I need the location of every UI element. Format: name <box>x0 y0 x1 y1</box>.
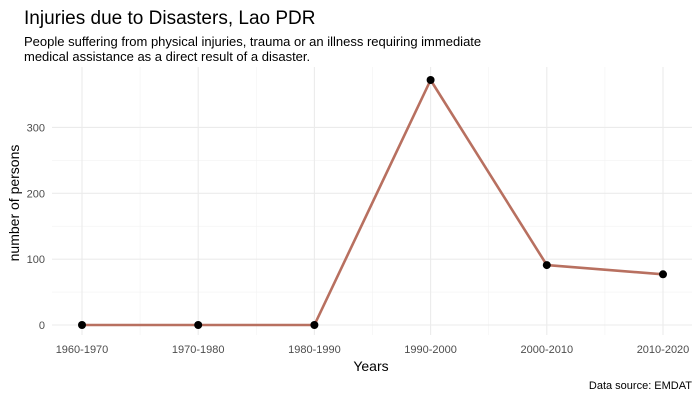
x-tick-label: 1990-2000 <box>404 344 457 356</box>
data-point <box>310 321 319 329</box>
grid-layer <box>52 67 692 335</box>
chart-subtitle-line-1: People suffering from physical injuries,… <box>24 34 481 49</box>
chart-title: Injuries due to Disasters, Lao PDR <box>24 8 315 29</box>
x-tick-label: 1980-1990 <box>288 344 341 356</box>
data-point <box>542 261 551 270</box>
x-tick-label: 2000-2010 <box>520 344 573 356</box>
data-point <box>659 270 667 279</box>
x-tick-label: 1970-1980 <box>172 344 225 356</box>
x-axis-title: Years <box>353 358 388 374</box>
data-point <box>426 76 435 84</box>
x-tick-labels: 1960-1970 1970-1980 1980-1990 1990-2000 2000… <box>56 344 690 356</box>
x-tick-label: 1960-1970 <box>56 344 109 356</box>
y-tick-label: 0 <box>39 320 45 332</box>
x-tick-label: 2010-2020 <box>637 344 690 356</box>
y-tick-labels: 0 100 200 300 <box>27 122 45 332</box>
y-axis-title: number of persons <box>6 145 22 262</box>
y-tick-label: 200 <box>27 188 45 200</box>
series-layer <box>78 76 667 329</box>
data-point <box>194 321 203 329</box>
data-point <box>78 321 86 329</box>
y-tick-label: 100 <box>27 254 45 266</box>
chart-subtitle-line-2: medical assistance as a direct result of… <box>24 49 310 64</box>
series-line <box>82 78 664 327</box>
y-tick-label: 300 <box>27 122 45 134</box>
chart-caption: Data source: EMDAT <box>589 380 692 392</box>
